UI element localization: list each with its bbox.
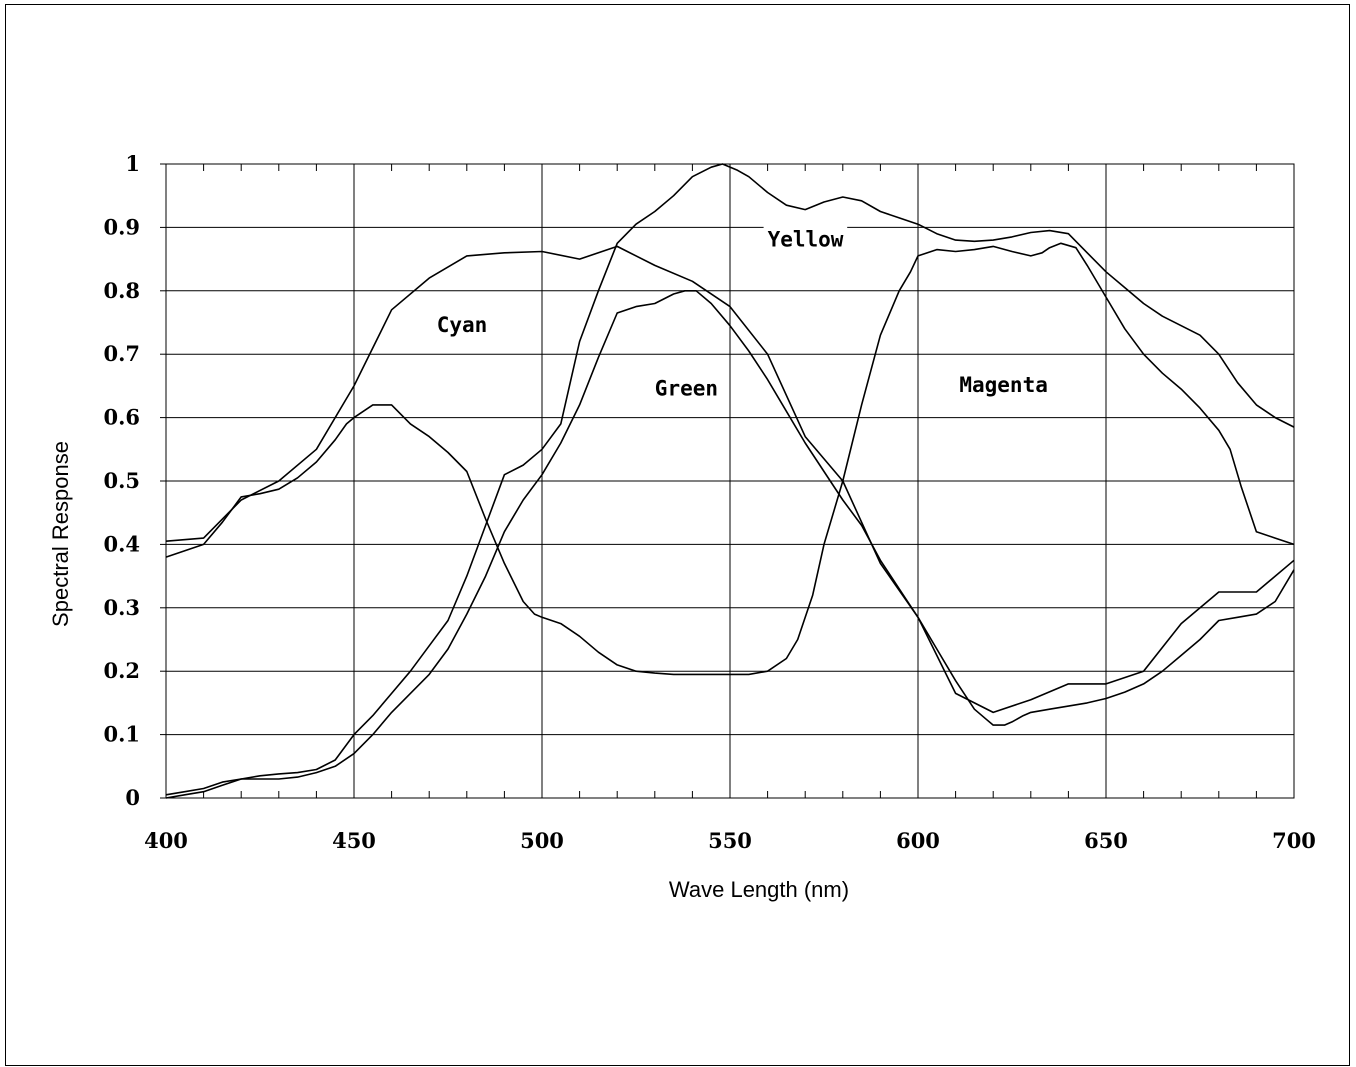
tick-labels: 0 0.1 0.2 0.3 0.4 0.5 0.6 0.7 0.8 0.9 1 400 450 500 55… xyxy=(103,151,1315,853)
series-label-yellow: Yellow xyxy=(768,227,844,251)
y-tick-label: 0.4 xyxy=(103,531,140,556)
y-tick-label: 1 xyxy=(125,151,140,176)
y-tick-label: 0.2 xyxy=(103,658,140,683)
series-line-green xyxy=(165,289,1295,799)
x-tick-label: 650 xyxy=(1084,828,1128,853)
series-line-cyan xyxy=(165,245,1295,714)
x-tick-label: 600 xyxy=(896,828,940,853)
grid-lines xyxy=(160,163,1295,799)
x-tick-label: 400 xyxy=(144,828,188,853)
series-line-magenta xyxy=(165,242,1295,676)
y-tick-label: 0.3 xyxy=(103,595,140,620)
y-tick-label: 0.1 xyxy=(103,722,140,747)
y-axis-title: Spectral Response xyxy=(48,441,73,627)
series-label-cyan: Cyan xyxy=(437,313,488,337)
x-tick-label: 500 xyxy=(520,828,564,853)
series-labels: Cyan Green Yellow Magenta xyxy=(432,226,1052,403)
series-lines xyxy=(165,163,1295,799)
series-line-yellow xyxy=(165,163,1295,796)
series-label-green: Green xyxy=(655,376,718,400)
label-background xyxy=(955,372,1052,400)
y-tick-label: 0 xyxy=(125,785,140,810)
y-tick-label: 0.5 xyxy=(103,468,140,493)
y-tick-label: 0.6 xyxy=(103,405,140,430)
series-label-magenta: Magenta xyxy=(959,373,1048,397)
y-tick-label: 0.7 xyxy=(103,341,140,366)
chart-frame xyxy=(5,4,1350,1066)
x-axis-title: Wave Length (nm) xyxy=(669,877,849,902)
x-tick-label: 450 xyxy=(332,828,376,853)
x-tick-label: 700 xyxy=(1272,828,1316,853)
label-background xyxy=(763,226,848,254)
y-tick-label: 0.9 xyxy=(103,214,140,239)
x-tick-label: 550 xyxy=(708,828,752,853)
label-background xyxy=(432,312,492,340)
y-tick-label: 0.8 xyxy=(103,278,140,303)
label-background xyxy=(650,375,722,403)
